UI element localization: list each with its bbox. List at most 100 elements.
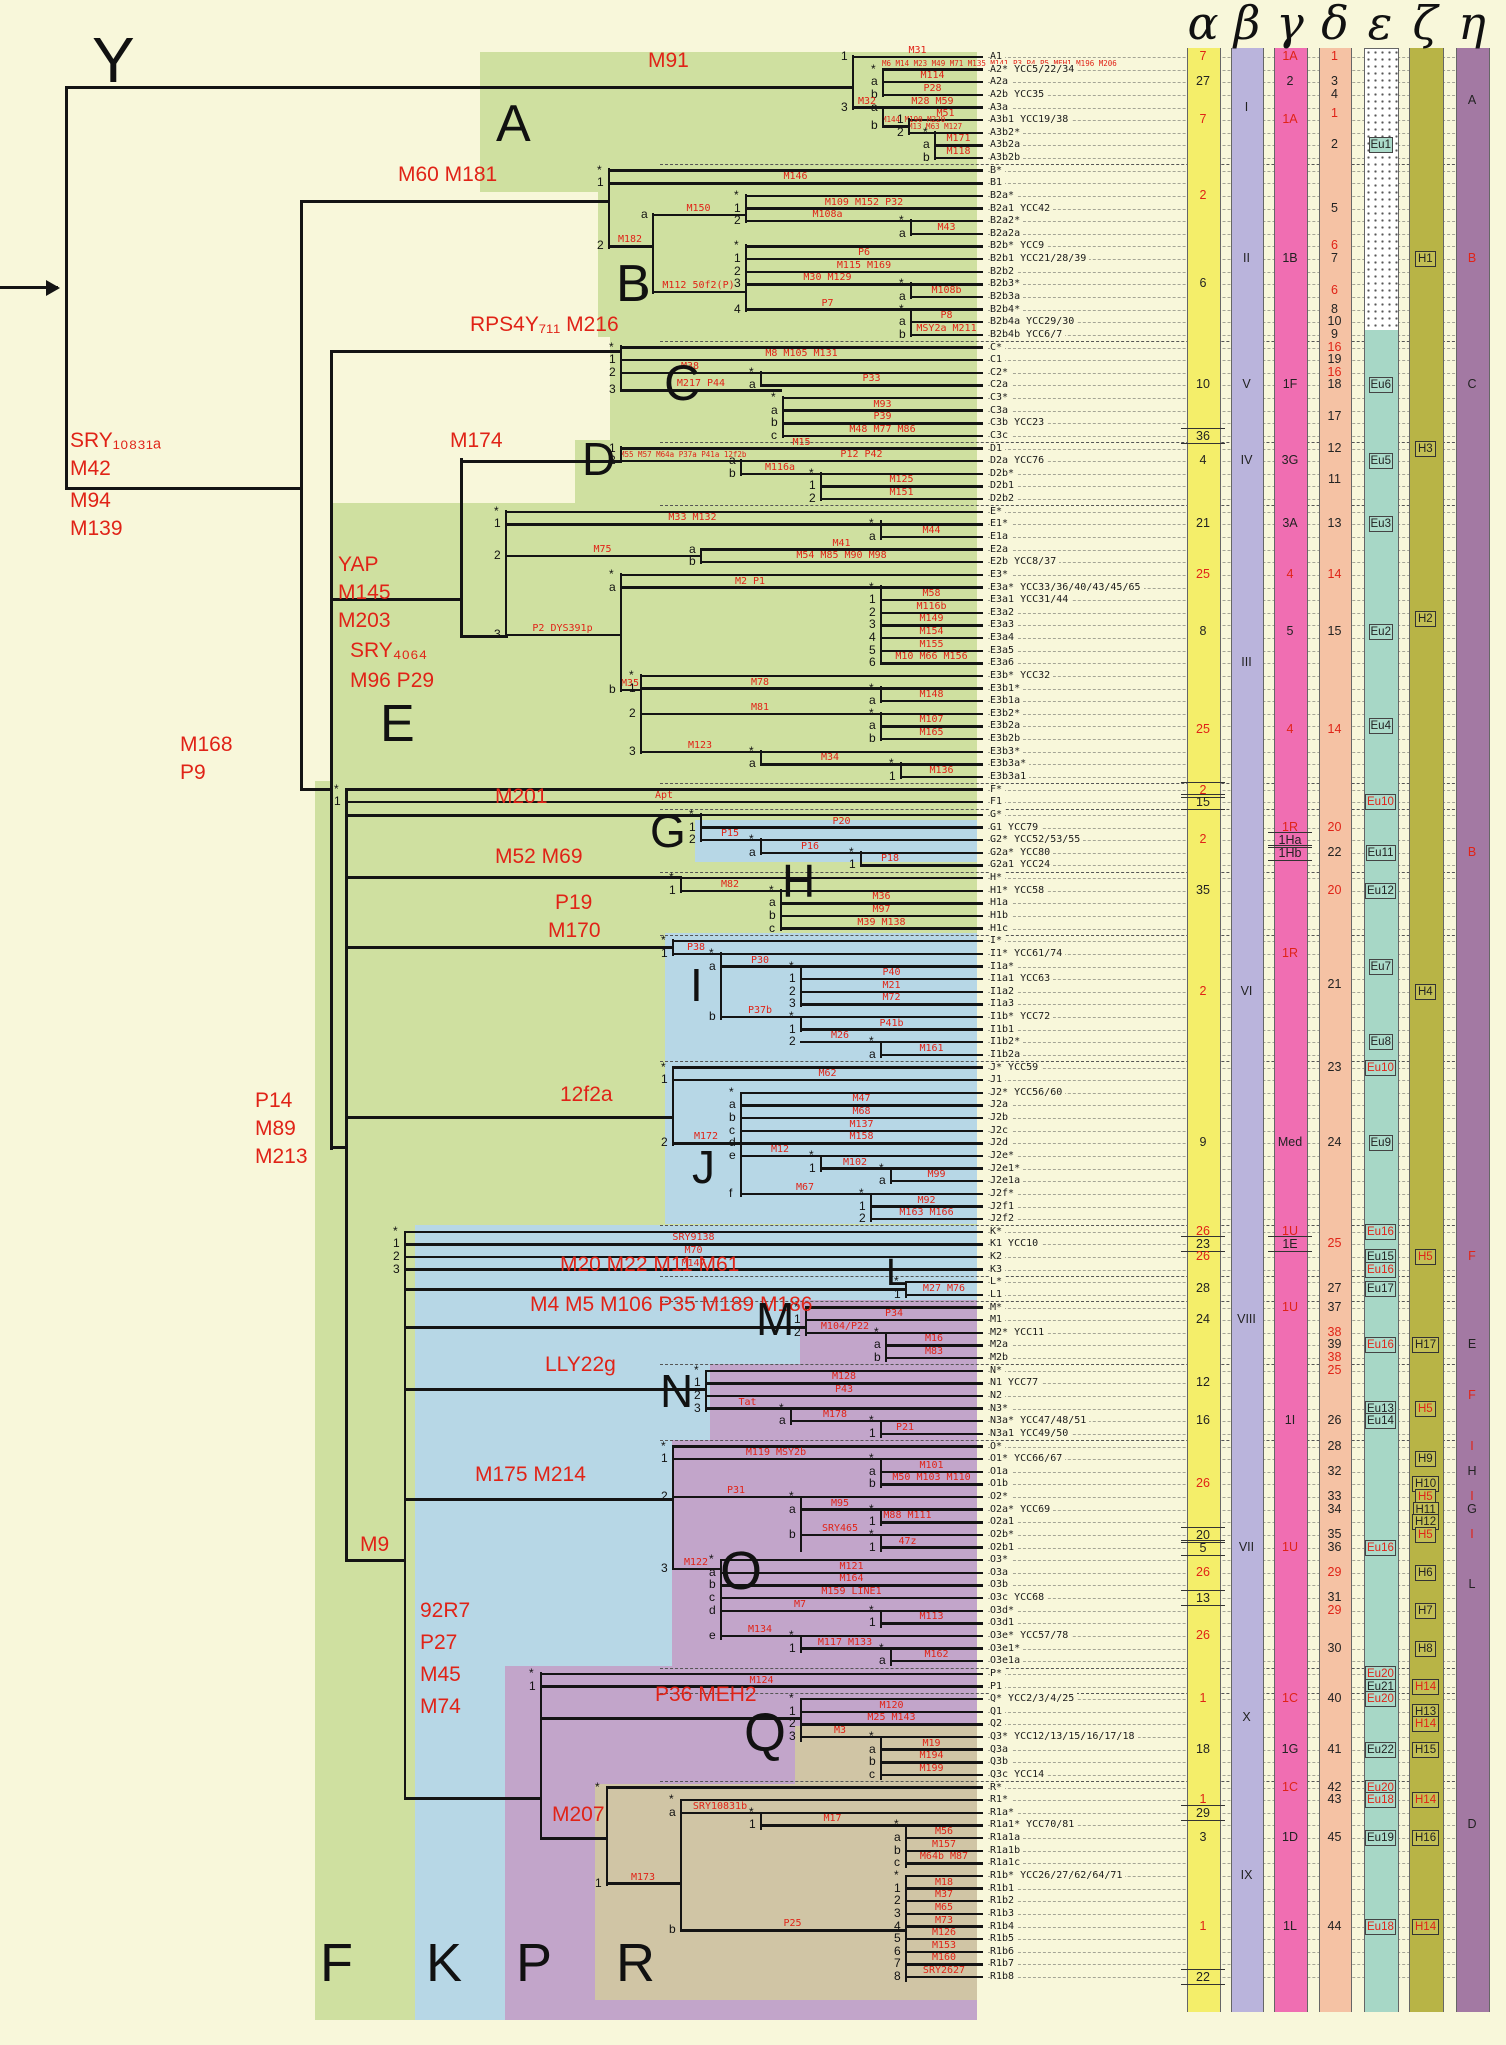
leaf-label: E1* [990, 518, 1012, 531]
tree-branch-line [820, 1167, 890, 1170]
branch-child-marker: 1 [661, 945, 668, 960]
mutation-label: M162 [924, 1649, 949, 1661]
branch-child-marker: * [689, 808, 694, 820]
col-value-zeta: H9 [1415, 1451, 1436, 1468]
tree-branch-line [620, 460, 740, 463]
col-value-eta: I [1470, 1438, 1474, 1453]
tree-branch-line [745, 257, 983, 261]
tree-vertical-line [700, 813, 703, 842]
branch-child-marker: 5 [869, 642, 876, 657]
mutation-label: M109 M152 P32 [824, 196, 904, 208]
tree-branch-line [910, 232, 983, 236]
leaf-label: C3b YCC23 [990, 417, 1048, 430]
tree-branch-line [880, 1622, 983, 1625]
leaf-label: E3b3a* [990, 758, 1030, 771]
branch-mutation-label: M94 [70, 489, 111, 512]
leaf-label: R1b1 [990, 1882, 1018, 1895]
branch-child-marker: 2 [859, 1211, 866, 1226]
tree-vertical-line [720, 1560, 723, 1640]
branch-child-marker: * [709, 1552, 714, 1567]
branch-child-marker: 3 [789, 1729, 796, 1744]
col-value-eps: Eu8 [1368, 1034, 1393, 1051]
col-value-eps: Eu11 [1365, 844, 1396, 861]
leaf-label: D2b1 [990, 480, 1018, 493]
group-boundary-line [660, 1225, 1490, 1227]
tree-branch-line [790, 1407, 983, 1410]
branch-child-marker: 2 [597, 238, 604, 253]
col-value-delta: 6 [1331, 282, 1338, 297]
col-value-alpha: 5 [1181, 1539, 1225, 1556]
branch-child-marker: 1 [689, 819, 696, 834]
mutation-label: M75 [593, 543, 612, 555]
leaf-label: R* [990, 1781, 1006, 1794]
col-value-zeta: H14 [1412, 1716, 1440, 1733]
clade-letter: F [320, 1933, 353, 1993]
branch-child-marker: 1 [595, 1875, 602, 1890]
tree-spine-line [345, 1116, 672, 1119]
leaf-label: Q3b [990, 1756, 1012, 1769]
branch-child-marker: c [771, 427, 777, 442]
col-value-gamma: 1E [1268, 1236, 1312, 1253]
mutation-label: P43 [834, 1383, 854, 1395]
branch-child-marker: * [529, 1665, 534, 1680]
tree-branch-line [890, 1660, 983, 1663]
branch-child-marker: a [923, 137, 930, 152]
col-value-gamma: 2 [1286, 74, 1294, 89]
tree-branch-line [720, 1015, 800, 1019]
leaf-label: I1b2a [990, 1048, 1024, 1061]
tree-branch-line [800, 1003, 983, 1006]
column-strip-eta [1456, 48, 1490, 2012]
mutation-label: M150 [686, 202, 711, 214]
branch-child-marker: 5 [894, 1931, 901, 1946]
tree-branch-line [910, 308, 983, 311]
col-value-delta: 27 [1327, 1280, 1342, 1295]
leaf-label: A3b1 YCC19/38 [990, 114, 1072, 127]
leaf-label: K3 [990, 1263, 1006, 1276]
mutation-label: M113 [919, 1611, 944, 1623]
col-value-delta: 39 [1327, 1337, 1342, 1352]
tree-branch-line [760, 1811, 983, 1815]
leaf-label: N3a* YCC47/48/51 [990, 1415, 1090, 1428]
column-header: α [1187, 0, 1219, 50]
col-value-eps: Eu4 [1368, 718, 1393, 735]
tree-branch-line [720, 1634, 800, 1638]
branch-child-marker: 2 [794, 1324, 801, 1339]
mutation-label: M115 M169 [836, 259, 892, 271]
tree-branch-line [934, 131, 983, 134]
branch-child-marker: 1 [894, 1880, 901, 1895]
clade-letter: E [380, 695, 415, 753]
col-value-delta: 25 [1327, 1362, 1342, 1377]
tree-branch-line [404, 1243, 983, 1246]
leaf-label: G2a* YCC80 [990, 846, 1054, 859]
col-value-gamma: 1Ha [1268, 832, 1312, 849]
tree-vertical-line [870, 1193, 873, 1222]
col-value-delta: 23 [1327, 1059, 1342, 1074]
branch-child-marker: 1 [789, 1640, 796, 1655]
branch-child-marker: * [609, 566, 614, 581]
tree-branch-line [805, 1306, 983, 1309]
tree-branch-line [505, 510, 983, 513]
column-header: ε [1367, 0, 1393, 50]
tree-branch-line [880, 636, 983, 640]
leaf-label: J2b [990, 1112, 1012, 1125]
tree-vertical-line [505, 510, 508, 637]
mutation-label: M72 [882, 992, 901, 1004]
mutation-label: M149 [919, 613, 944, 625]
mutation-label: M182 [617, 234, 643, 246]
tree-spine-line [460, 635, 508, 638]
col-value-gamma: 1U [1282, 1223, 1298, 1238]
mutation-label: P40 [882, 967, 901, 979]
branch-child-marker: b [871, 86, 878, 101]
col-value-alpha: 18 [1196, 1741, 1210, 1756]
tree-branch-line [905, 1862, 983, 1865]
leaf-label: B2b1 YCC21/28/39 [990, 253, 1090, 266]
leaf-label: Q1 [990, 1705, 1006, 1718]
tree-branch-line [910, 283, 983, 286]
tree-branch-line [805, 1319, 983, 1322]
mutation-label: M117 M133 [817, 1636, 873, 1648]
leaf-label: O3b [990, 1579, 1012, 1592]
group-boundary-line [660, 442, 1490, 444]
mutation-label: M33 M132 [668, 512, 717, 524]
tree-branch-line [620, 573, 983, 577]
leaf-label: D1 [990, 442, 1006, 455]
